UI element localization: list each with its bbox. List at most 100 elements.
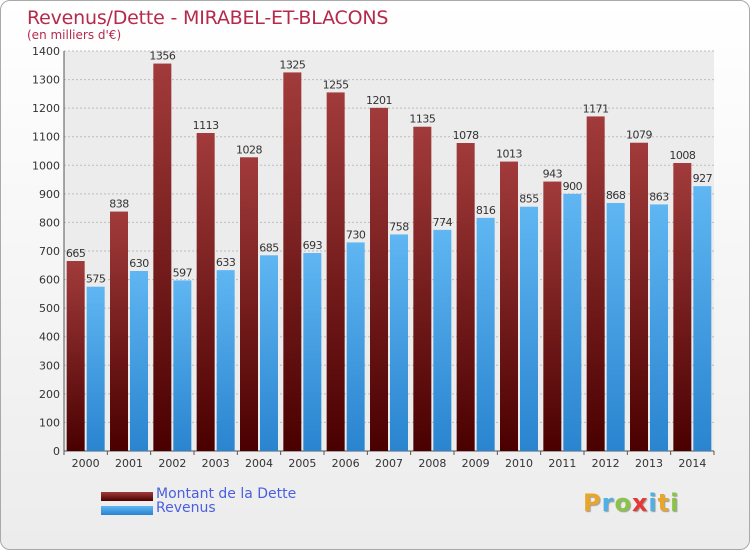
y-tick-label: 1100 — [32, 131, 60, 144]
data-label-debt: 1028 — [236, 143, 262, 156]
data-label-debt: 665 — [66, 247, 86, 260]
chart-title: Revenus/Dette - MIRABEL-ET-BLACONS — [27, 7, 389, 29]
data-label-revenus: 633 — [216, 256, 236, 269]
data-label-debt: 1113 — [193, 119, 219, 132]
bar-debt — [110, 211, 128, 451]
logo-letter: P — [583, 489, 602, 517]
data-label-revenus: 774 — [433, 216, 453, 229]
x-tick-label: 2002 — [158, 457, 186, 470]
x-tick-label: 2011 — [548, 457, 576, 470]
bars — [66, 63, 712, 452]
bar-debt — [543, 181, 562, 452]
data-label-revenus: 855 — [519, 193, 539, 206]
logo-letter: o — [614, 489, 632, 517]
bar-revenus — [606, 203, 625, 451]
bar-debt — [673, 163, 692, 451]
data-label-revenus: 816 — [476, 204, 496, 217]
data-label-revenus: 927 — [693, 172, 713, 185]
y-tick-label: 1200 — [32, 102, 60, 115]
x-tick-label: 2012 — [592, 457, 620, 470]
bar-revenus — [433, 229, 452, 451]
bar-debt — [500, 161, 518, 452]
data-label-debt: 1201 — [366, 94, 392, 107]
data-label-debt: 1171 — [583, 102, 609, 115]
data-label-debt: 838 — [109, 198, 129, 211]
bar-debt — [370, 107, 388, 451]
x-tick-label: 2004 — [245, 457, 273, 470]
bar-debt — [283, 72, 302, 451]
bar-debt — [240, 157, 258, 452]
bar-debt — [196, 133, 215, 451]
y-tick-label: 500 — [39, 302, 60, 315]
labels: 0 100 200 300 400 500 600 700 800 900 1000 1100 1200… — [32, 45, 713, 470]
x-tick-label: 2003 — [202, 457, 230, 470]
bar-debt — [456, 143, 475, 451]
x-tick-label: 2008 — [418, 457, 446, 470]
bar-debt — [630, 142, 648, 451]
logo-letter: i — [648, 489, 658, 517]
bar-revenus — [390, 234, 408, 451]
bar-debt — [326, 92, 345, 451]
x-tick-label: 2000 — [72, 457, 100, 470]
legend-label-debt: Montant de la Dette — [156, 486, 297, 502]
proxiti-logo: Proxiti — [583, 489, 679, 517]
x-tick-label: 2001 — [115, 457, 143, 470]
data-label-debt: 1135 — [409, 113, 435, 126]
y-tick-label: 0 — [53, 445, 60, 458]
logo-letter: t — [657, 489, 671, 517]
y-tick-label: 700 — [39, 245, 60, 258]
y-tick-label: 400 — [39, 331, 60, 344]
data-label-debt: 1255 — [323, 78, 349, 91]
data-label-revenus: 900 — [563, 180, 583, 193]
x-tick-label: 2009 — [462, 457, 490, 470]
bar-debt — [66, 261, 85, 451]
y-tick-label: 300 — [39, 359, 60, 372]
data-label-revenus: 685 — [259, 241, 279, 254]
grid-lines — [64, 50, 714, 452]
x-tick-label: 2014 — [678, 457, 706, 470]
x-tick-label: 2006 — [332, 457, 360, 470]
chart-unit-label: (en milliers d'€) — [27, 28, 122, 42]
y-tick-label: 1400 — [32, 45, 60, 58]
data-label-debt: 1078 — [453, 129, 479, 142]
bar-debt — [413, 126, 432, 451]
legend-swatch-revenus — [101, 506, 153, 515]
data-label-debt: 1356 — [149, 50, 175, 63]
bar-revenus — [303, 253, 322, 451]
axes — [63, 51, 715, 455]
bar-revenus — [216, 270, 235, 451]
x-tick-label: 2007 — [375, 457, 403, 470]
bar-revenus — [476, 217, 495, 451]
bar-debt — [153, 63, 172, 451]
bar-revenus — [86, 286, 105, 451]
data-label-debt: 1013 — [496, 148, 522, 161]
data-label-debt: 1325 — [279, 58, 305, 71]
y-tick-label: 200 — [39, 388, 60, 401]
y-tick-label: 600 — [39, 274, 60, 287]
data-label-revenus: 730 — [346, 228, 366, 241]
bar-revenus — [260, 255, 278, 451]
legend-swatch-debt — [101, 492, 153, 501]
bar-revenus — [693, 186, 712, 451]
x-tick-label: 2013 — [635, 457, 663, 470]
data-label-debt: 1079 — [626, 129, 652, 142]
data-label-revenus: 863 — [649, 190, 669, 203]
y-tick-label: 100 — [39, 416, 60, 429]
bar-revenus — [650, 204, 668, 451]
bar-revenus — [173, 280, 192, 451]
logo-letter: x — [631, 489, 649, 517]
legend-label-revenus: Revenus — [156, 500, 216, 516]
y-tick-label: 1000 — [32, 159, 60, 172]
data-label-revenus: 693 — [303, 239, 323, 252]
bar-revenus — [563, 193, 582, 451]
bar-revenus — [346, 242, 365, 451]
y-tick-label: 800 — [39, 216, 60, 229]
data-label-revenus: 597 — [173, 266, 193, 279]
bar-revenus — [130, 271, 148, 451]
data-label-revenus: 575 — [86, 273, 106, 286]
bar-revenus — [520, 206, 538, 451]
bar-debt — [586, 116, 605, 451]
y-tick-label: 900 — [39, 188, 60, 201]
